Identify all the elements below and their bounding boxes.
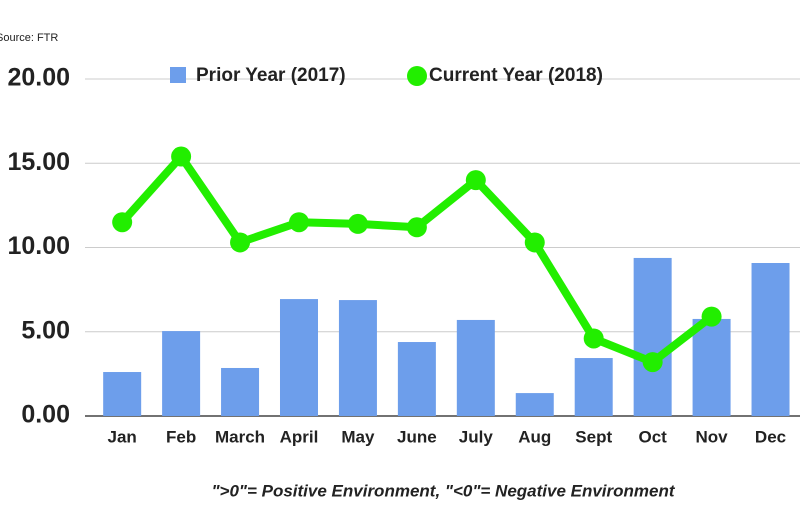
y-tick-label: 20.00: [7, 64, 70, 92]
x-tick-label: June: [397, 427, 437, 446]
y-tick-label: 15.00: [7, 148, 70, 176]
line-point: [583, 328, 604, 349]
x-tick-label: May: [341, 427, 375, 446]
line-point: [288, 212, 309, 233]
legend-swatch: [170, 67, 186, 83]
y-tick-label: 10.00: [7, 232, 70, 260]
legend-label: Current Year (2018): [429, 65, 603, 86]
x-tick-label: July: [459, 427, 494, 446]
bar: [221, 367, 260, 416]
x-tick-label: Oct: [638, 427, 667, 446]
line-point: [406, 217, 427, 238]
footnote: ">0"= Positive Environment, "<0"= Negati…: [211, 481, 675, 500]
line: [119, 152, 715, 367]
bar: [338, 300, 377, 416]
legend-swatch: [407, 66, 427, 86]
line-point: [347, 213, 368, 234]
bar: [751, 263, 790, 416]
x-tick-label: Nov: [696, 427, 729, 446]
x-tick-label: Dec: [755, 427, 786, 446]
line-point: [465, 170, 486, 191]
y-tick-label: 5.00: [21, 316, 70, 344]
x-tick-label: Jan: [108, 427, 137, 446]
x-tick-label: March: [215, 427, 265, 446]
line-point: [230, 232, 251, 253]
bar: [279, 299, 318, 416]
bar: [574, 358, 613, 416]
line-point: [701, 306, 722, 327]
bar: [162, 331, 201, 416]
bar: [456, 319, 495, 416]
x-tick-label: Aug: [518, 427, 551, 446]
legend-label: Prior Year (2017): [196, 65, 346, 86]
bar: [692, 318, 731, 416]
line-point: [524, 232, 545, 253]
line-point: [642, 352, 663, 373]
x-tick-label: April: [280, 427, 319, 446]
bar: [397, 342, 436, 416]
x-tick-label: Sept: [575, 427, 612, 446]
y-tick-label: 0.00: [21, 401, 70, 429]
x-tick-label: Feb: [166, 427, 196, 446]
line-point: [171, 146, 192, 167]
line-point: [112, 212, 133, 233]
bar: [103, 372, 142, 416]
bar: [515, 393, 554, 416]
bar: [633, 257, 672, 416]
source: Source: FTR: [0, 32, 58, 44]
